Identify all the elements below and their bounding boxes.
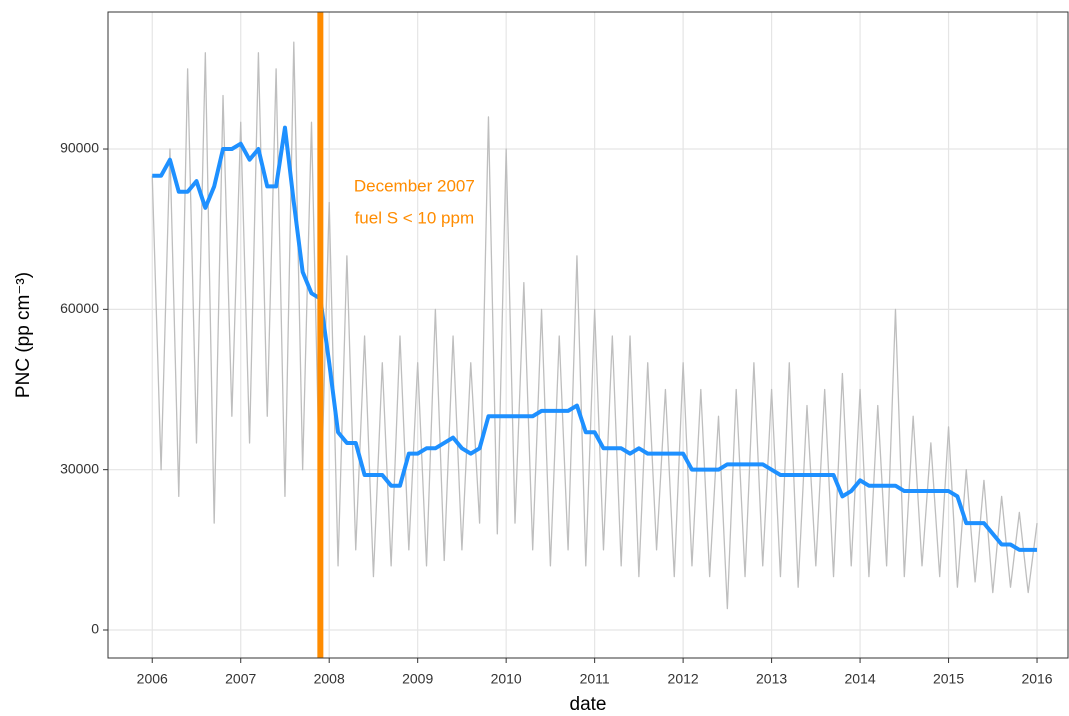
x-tick-label: 2010: [491, 671, 522, 687]
x-tick-label: 2012: [668, 671, 699, 687]
y-tick-label: 60000: [60, 300, 99, 316]
marks: [151, 12, 1038, 658]
x-tick-label: 2008: [314, 671, 345, 687]
x-tick-label: 2009: [402, 671, 433, 687]
y-tick-label: 30000: [60, 460, 99, 476]
daily-line: [151, 41, 1038, 610]
x-tick-label: 2016: [1021, 671, 1052, 687]
x-axis-title: date: [570, 694, 607, 715]
x-tick-label: 2014: [844, 671, 875, 687]
x-tick-label: 2006: [137, 671, 168, 687]
x-tick-label: 2007: [225, 671, 256, 687]
grid: [108, 12, 1068, 658]
y-tick-label: 90000: [60, 140, 99, 156]
axes: 2006 2007 2008 2009 2010 2011 2012 2013 2014 2015…: [60, 140, 1053, 687]
panel: [108, 12, 1068, 658]
annotation: fuel S < 10 ppm: [355, 208, 475, 227]
x-tick-label: 2011: [580, 671, 610, 687]
x-tick-label: 2015: [933, 671, 964, 687]
annotation: December 2007: [354, 176, 475, 195]
x-tick-label: 2013: [756, 671, 787, 687]
trend-line: [152, 125, 1038, 552]
panel-border: [107, 11, 1069, 659]
y-tick-label: 0: [91, 621, 99, 637]
y-axis-title: PNC (pp cm⁻³): [13, 272, 34, 398]
